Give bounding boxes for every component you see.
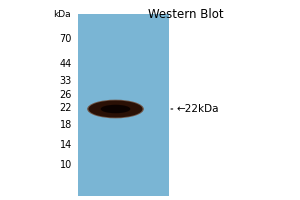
Text: ←22kDa: ←22kDa: [176, 104, 219, 114]
Text: kDa: kDa: [53, 10, 70, 19]
Text: 22: 22: [59, 103, 72, 113]
Ellipse shape: [88, 100, 142, 117]
Text: Western Blot: Western Blot: [148, 8, 224, 21]
Ellipse shape: [87, 100, 144, 118]
Ellipse shape: [101, 105, 130, 113]
Text: 26: 26: [60, 90, 72, 100]
FancyBboxPatch shape: [78, 14, 170, 196]
Text: 33: 33: [60, 76, 72, 86]
Text: 14: 14: [60, 140, 72, 150]
Text: 10: 10: [60, 160, 72, 170]
Text: 18: 18: [60, 120, 72, 130]
Text: 44: 44: [60, 59, 72, 69]
Text: 70: 70: [60, 34, 72, 44]
